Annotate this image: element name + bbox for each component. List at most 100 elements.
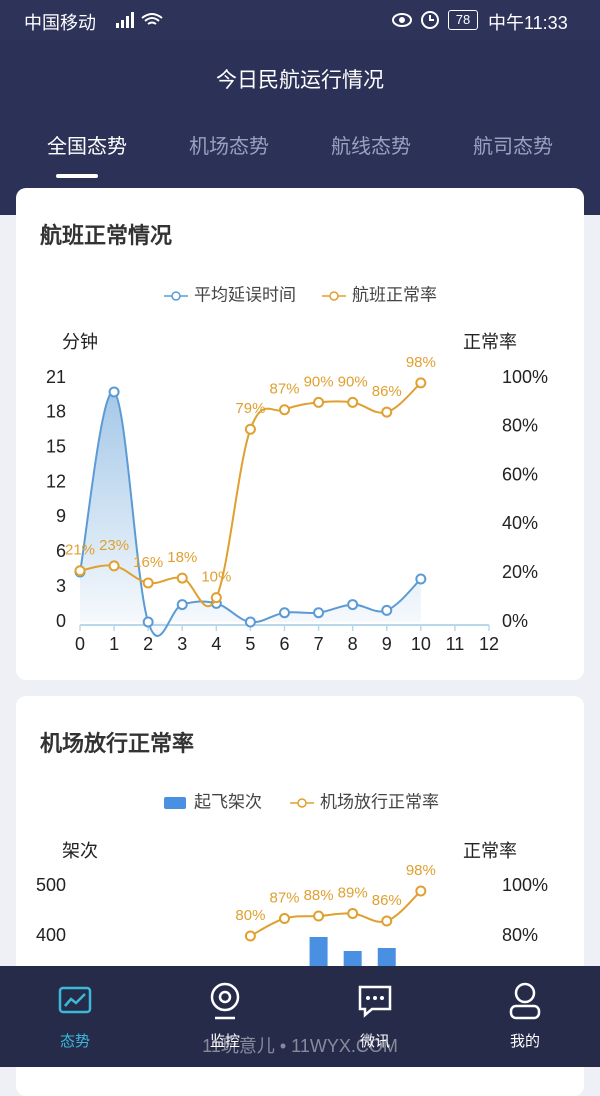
y2-tick-label: 0% [502,611,528,631]
point [74,565,86,577]
signal-icons [116,12,163,28]
y2-tick-label: 100% [502,875,548,895]
value-label: 80% [235,907,265,924]
tab[interactable]: 航司态势 [473,136,553,158]
legend-label: 机场放行正常率 [320,792,439,811]
y2-axis-label: 正常率 [463,841,517,861]
point [381,406,393,418]
status-bar: 中国移动 78 中午11:33 [0,0,600,40]
value-label: 90% [338,373,368,390]
x-tick-label: 11 [446,634,465,654]
nav-icon [58,986,92,1014]
point [142,577,154,589]
y-tick-label: 400 [36,925,66,945]
point [347,396,359,408]
value-label: 90% [304,373,334,390]
point [313,910,325,922]
point [176,599,188,611]
value-label: 23% [99,537,129,554]
x-tick-label: 5 [245,634,255,654]
carrier: 中国移动 [24,13,96,33]
value-label: 10% [201,569,231,586]
point [347,599,359,611]
y2-tick-label: 100% [502,367,548,387]
y-axis-label: 架次 [62,841,98,861]
status-icons [392,11,439,29]
point [313,607,325,619]
legend-label: 平均延误时间 [194,285,296,304]
value-label: 18% [167,549,197,566]
value-label: 21% [65,542,95,559]
tab[interactable]: 机场态势 [189,136,269,158]
y-tick-label: 21 [46,367,66,387]
point [244,616,256,628]
nav-label: 监控 [209,1033,240,1050]
value-label: 86% [372,892,402,909]
y-tick-label: 0 [56,611,66,631]
bottom-nav: 态势 监控 微讯 我的 11玩意儿 • 11WYX.COM [0,966,600,1067]
legend-label: 起飞架次 [194,792,262,811]
point [279,607,290,619]
x-tick-label: 12 [479,634,499,654]
point [381,915,393,927]
x-tick-label: 8 [348,634,358,654]
point [108,386,120,398]
y-tick-label: 18 [46,402,66,422]
legend-swatch [297,798,307,808]
point [415,885,427,897]
value-label: 79% [235,400,265,417]
nav-icon [358,985,392,1018]
bar [377,948,396,966]
y-tick-label: 6 [56,541,66,561]
y-tick-label: 3 [56,576,66,596]
legend-label: 航班正常率 [352,285,437,304]
point [244,423,256,435]
header-title: 今日民航运行情况 [216,69,384,92]
nav-item[interactable]: 微讯 [300,966,450,1067]
point [244,930,256,942]
nav-label: 微讯 [359,1033,390,1050]
y2-axis-label: 正常率 [463,332,517,352]
tab[interactable]: 航线态势 [331,136,411,158]
value-label: 86% [372,383,402,400]
nav-item[interactable]: 我的 [450,966,600,1067]
y2-tick-label: 80% [502,925,538,945]
y-tick-label: 9 [56,506,66,526]
x-tick-label: 7 [314,634,324,654]
point [313,396,325,408]
value-label: 98% [406,862,436,879]
point [381,604,393,616]
point [415,573,427,585]
point [415,377,427,389]
y-tick-label: 500 [36,875,66,895]
nav-item[interactable]: 监控 [150,966,300,1067]
legend-swatch [164,797,186,809]
point [176,572,188,584]
point [142,616,154,628]
value-label: 89% [338,884,368,901]
y2-tick-label: 40% [502,513,538,533]
card-title: 航班正常情况 [40,223,173,248]
nav-icon [210,982,240,1020]
x-tick-label: 10 [411,634,431,654]
bar [343,951,362,966]
tab[interactable]: 全国态势 [47,136,127,158]
nav-icon [509,982,541,1020]
point [347,908,359,919]
nav-item[interactable]: 态势 [0,966,150,1067]
x-tick-label: 3 [177,634,187,654]
nav-label: 我的 [509,1033,540,1050]
x-tick-label: 0 [75,634,85,654]
y-axis-label: 分钟 [62,332,98,352]
value-label: 16% [133,554,163,571]
y2-tick-label: 20% [502,562,538,582]
value-label: 98% [406,354,436,371]
y2-tick-label: 80% [502,416,538,436]
x-tick-label: 4 [211,634,221,654]
y2-tick-label: 60% [502,464,538,484]
value-label: 88% [304,887,334,904]
legend-swatch [171,291,181,301]
value-label: 87% [269,381,299,398]
point [108,560,120,572]
